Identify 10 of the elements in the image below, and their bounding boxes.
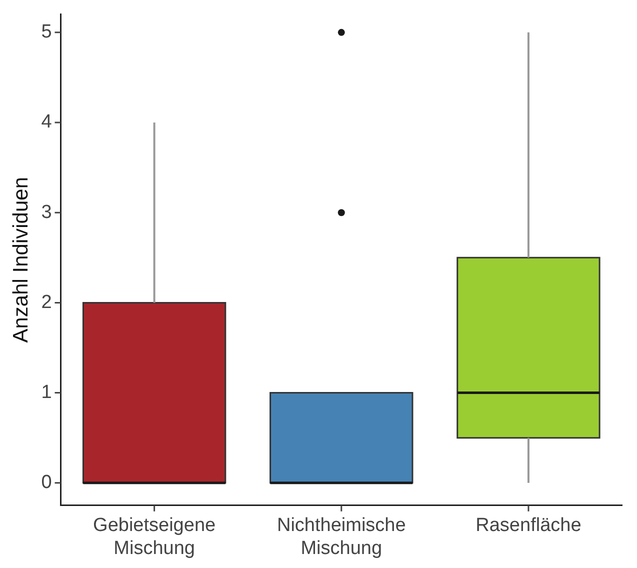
x-tick-label: Gebietseigene Mischung [93,515,216,559]
y-tick-label: 0 [41,472,52,494]
y-tick-label: 4 [41,112,52,133]
y-tick-label: 5 [41,22,52,43]
y-tick-label: 2 [41,292,52,313]
y-tick-label: 3 [41,202,52,223]
y-axis-title: Anzahl Individuen [9,177,32,343]
y-tick-label: 1 [41,382,52,404]
x-tick-label: Rasenfläche [476,515,582,536]
x-tick-label: Nichtheimische Mischung [276,515,406,559]
